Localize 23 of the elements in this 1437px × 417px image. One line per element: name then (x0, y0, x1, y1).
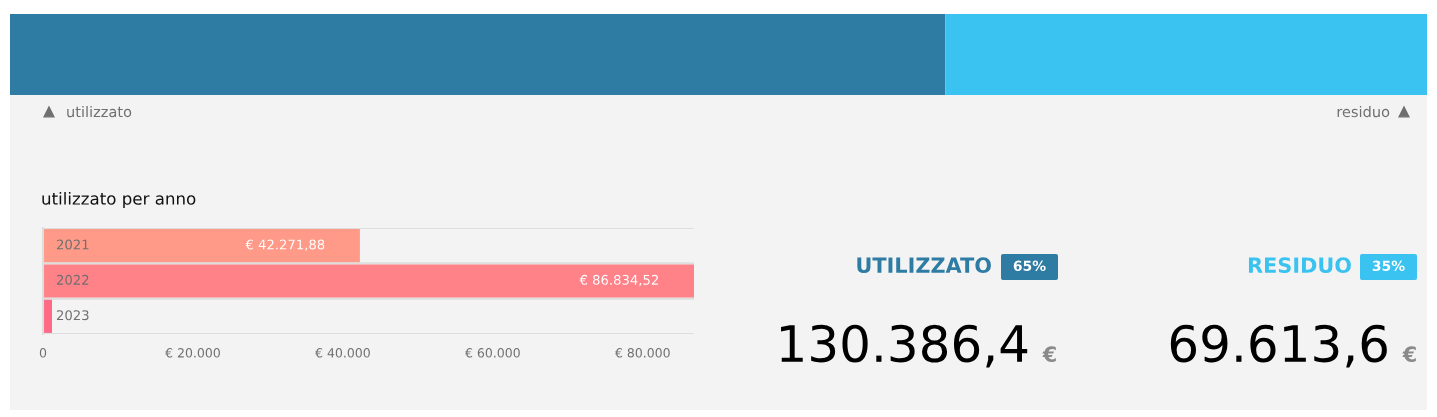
text: 35% (1372, 260, 1405, 272)
bar (43, 229, 360, 263)
x-tick-label: € 20.000 (165, 348, 220, 358)
x-tick-label: 0 (39, 348, 47, 358)
x-tick-label: € 40.000 (315, 348, 370, 358)
y-tick-label: 2021 (56, 239, 89, 250)
chart-title: utilizzato per anno (42, 191, 196, 209)
data-label: € 42.271,88 (245, 239, 325, 251)
x-tick-label: € 80.000 (614, 348, 670, 358)
series-label: utilizzato (67, 105, 132, 118)
bar (43, 264, 694, 298)
y-tick-label: 2022 (56, 274, 89, 285)
data-label: € 86.834,52 (579, 274, 658, 287)
text: UTILIZZATO (857, 257, 991, 274)
text: 65% (1013, 260, 1046, 272)
text: € (1402, 346, 1416, 363)
series-label: residuo (1337, 105, 1390, 118)
text: 130.386,4 (781, 324, 1028, 368)
text: RESIDUO (1248, 257, 1351, 274)
y-tick-label: 2023 (56, 310, 89, 321)
x-tick-label: € 60.000 (464, 348, 520, 358)
text: 69.613,6 (1170, 324, 1387, 368)
text: € (1042, 346, 1056, 363)
